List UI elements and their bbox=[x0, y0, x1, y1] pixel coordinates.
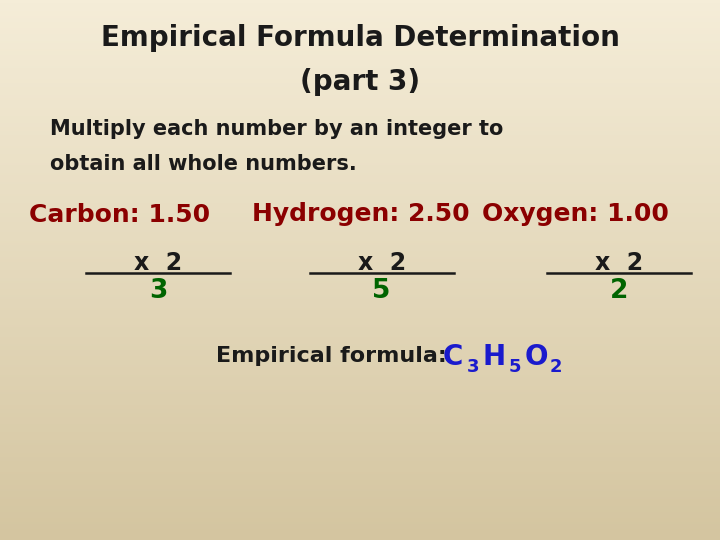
Text: H: H bbox=[482, 343, 505, 371]
Text: 2: 2 bbox=[610, 278, 629, 304]
Text: Empirical formula:: Empirical formula: bbox=[216, 346, 446, 366]
Text: x  2: x 2 bbox=[358, 251, 405, 275]
Text: 2: 2 bbox=[550, 358, 562, 376]
Text: x  2: x 2 bbox=[135, 251, 182, 275]
Text: Empirical Formula Determination: Empirical Formula Determination bbox=[101, 24, 619, 52]
Text: O: O bbox=[524, 343, 548, 371]
Text: 3: 3 bbox=[467, 358, 479, 376]
Text: Oxygen: 1.00: Oxygen: 1.00 bbox=[482, 202, 670, 226]
Text: Multiply each number by an integer to: Multiply each number by an integer to bbox=[50, 119, 504, 139]
Text: Hydrogen: 2.50: Hydrogen: 2.50 bbox=[252, 202, 469, 226]
Text: 5: 5 bbox=[372, 278, 391, 304]
Text: C: C bbox=[443, 343, 463, 371]
Text: 5: 5 bbox=[508, 358, 521, 376]
Text: obtain all whole numbers.: obtain all whole numbers. bbox=[50, 154, 357, 174]
Text: (part 3): (part 3) bbox=[300, 68, 420, 96]
Text: 3: 3 bbox=[149, 278, 168, 304]
Text: x  2: x 2 bbox=[595, 251, 643, 275]
Text: Carbon: 1.50: Carbon: 1.50 bbox=[29, 202, 210, 226]
